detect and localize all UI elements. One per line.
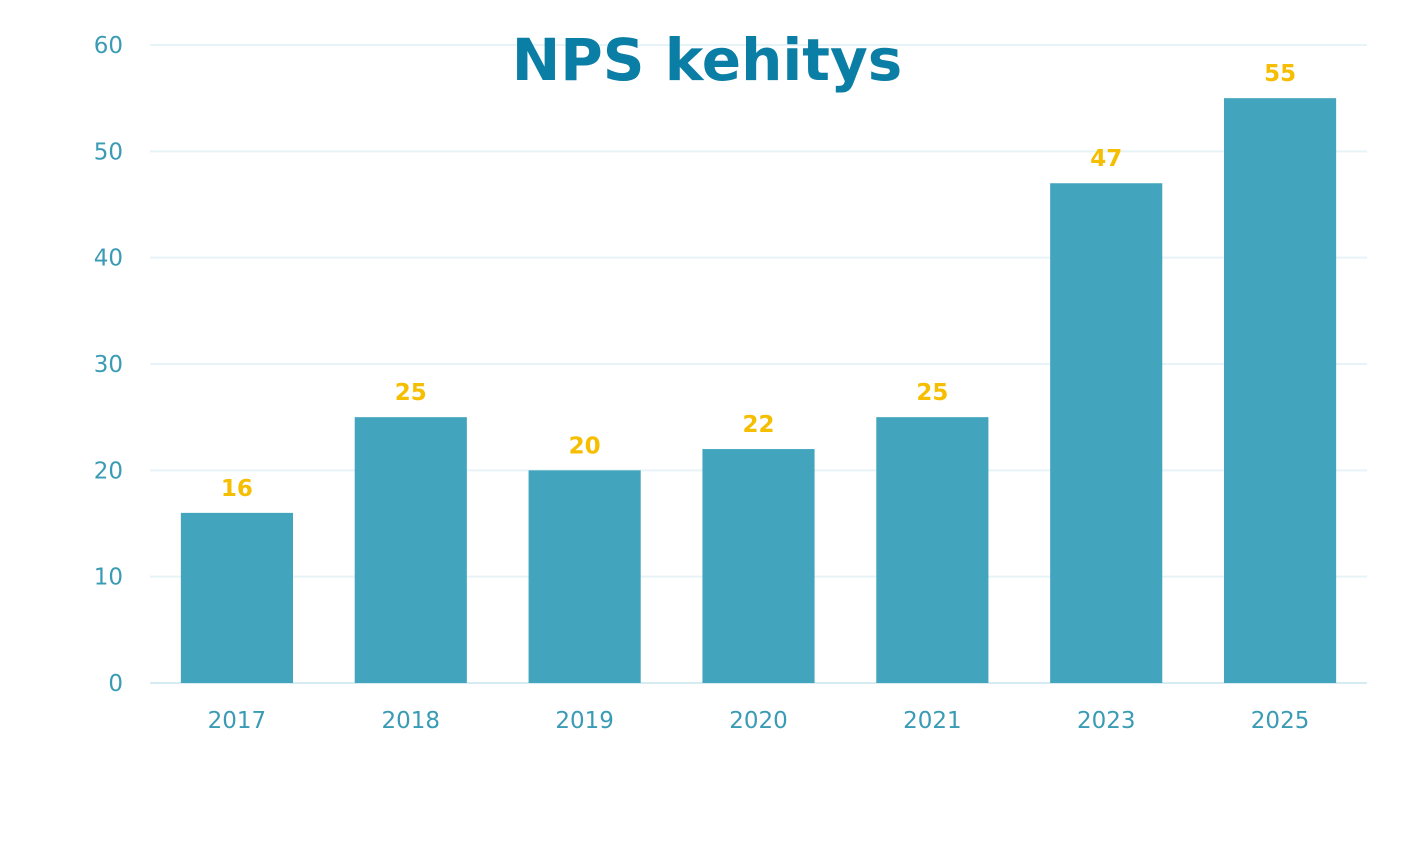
x-tick-label: 2020 [729, 708, 788, 734]
y-tick-label: 20 [94, 458, 123, 484]
y-axis-ticks: 0 10 20 30 40 50 60 [94, 33, 123, 697]
bar-2023 [1050, 183, 1163, 683]
y-tick-label: 10 [94, 565, 123, 591]
bar-2020 [702, 449, 815, 683]
bar-2017 [180, 512, 293, 683]
data-label: 25 [916, 380, 948, 406]
data-label: 55 [1264, 61, 1296, 87]
bar-2018 [354, 417, 467, 683]
x-tick-label: 2017 [208, 708, 267, 734]
y-tick-label: 40 [94, 246, 123, 272]
bars [180, 98, 1337, 683]
data-labels: 16 25 20 22 25 47 55 [221, 61, 1296, 502]
data-label: 47 [1090, 146, 1122, 172]
data-label: 25 [395, 380, 427, 406]
x-tick-label: 2018 [382, 708, 441, 734]
bar-2021 [876, 417, 989, 683]
x-tick-label: 2025 [1251, 708, 1310, 734]
y-tick-label: 0 [108, 671, 123, 697]
y-tick-label: 60 [94, 33, 123, 59]
x-tick-label: 2021 [903, 708, 962, 734]
bar-2025 [1224, 98, 1337, 683]
x-axis-categories: 2017 2018 2019 2020 2021 2023 2025 [208, 708, 1310, 734]
x-tick-label: 2023 [1077, 708, 1136, 734]
x-tick-label: 2019 [555, 708, 614, 734]
y-tick-label: 30 [94, 352, 123, 378]
data-label: 20 [569, 433, 601, 459]
bar-2019 [528, 470, 641, 683]
data-label: 16 [221, 476, 253, 502]
data-label: 22 [742, 412, 774, 438]
chart-title: NPS kehitys [512, 26, 903, 94]
y-tick-label: 50 [94, 139, 123, 165]
